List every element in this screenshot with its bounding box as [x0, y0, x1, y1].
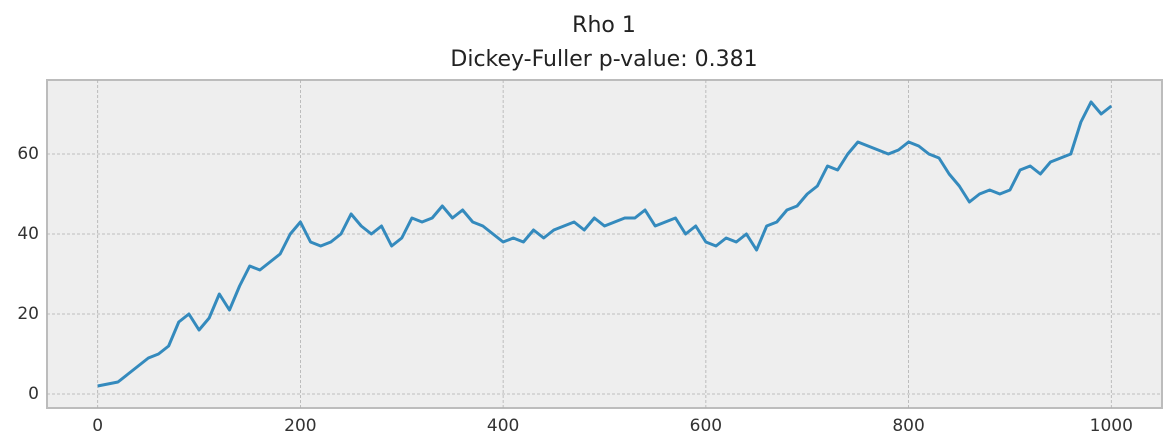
x-tick-label: 200 [284, 416, 316, 436]
y-tick-label: 20 [17, 304, 39, 324]
chart-title: Rho 1 [572, 13, 636, 38]
x-tick-label: 0 [92, 416, 103, 436]
plot-area [46, 79, 1163, 409]
y-tick-label: 60 [17, 144, 39, 164]
x-tick-label: 400 [487, 416, 519, 436]
y-tick-label: 40 [17, 224, 39, 244]
y-tick-label: 0 [28, 384, 39, 404]
chart-subtitle: Dickey-Fuller p-value: 0.381 [450, 47, 757, 72]
x-tick-label: 1000 [1090, 416, 1133, 436]
series-line [97, 100, 1113, 388]
x-tick-label: 800 [892, 416, 924, 436]
x-tick-label: 600 [690, 416, 722, 436]
